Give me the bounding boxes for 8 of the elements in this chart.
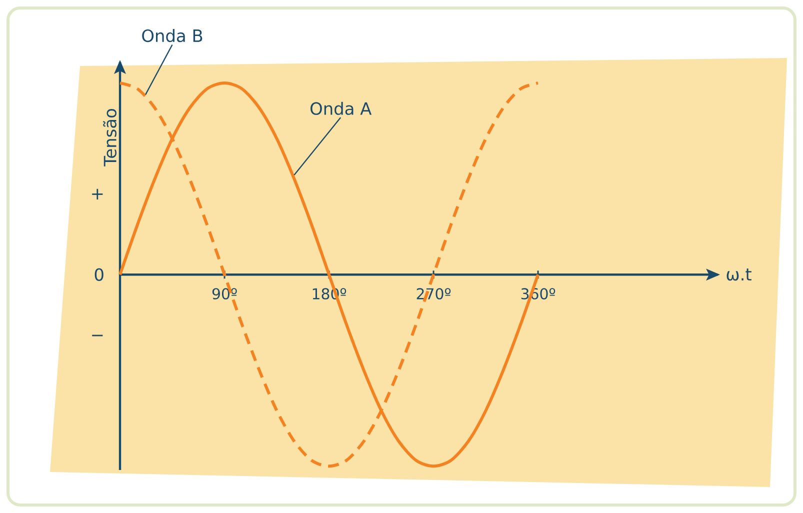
x-tick-label: 90º bbox=[212, 288, 237, 300]
text: 0 bbox=[94, 268, 104, 282]
y-axis-title: Tensão bbox=[103, 108, 116, 166]
text: Onda A bbox=[310, 102, 372, 115]
x-axis-title: ω.t bbox=[726, 268, 752, 281]
text: − bbox=[92, 334, 103, 336]
text: + bbox=[92, 188, 103, 200]
text: Onda B bbox=[142, 29, 202, 42]
